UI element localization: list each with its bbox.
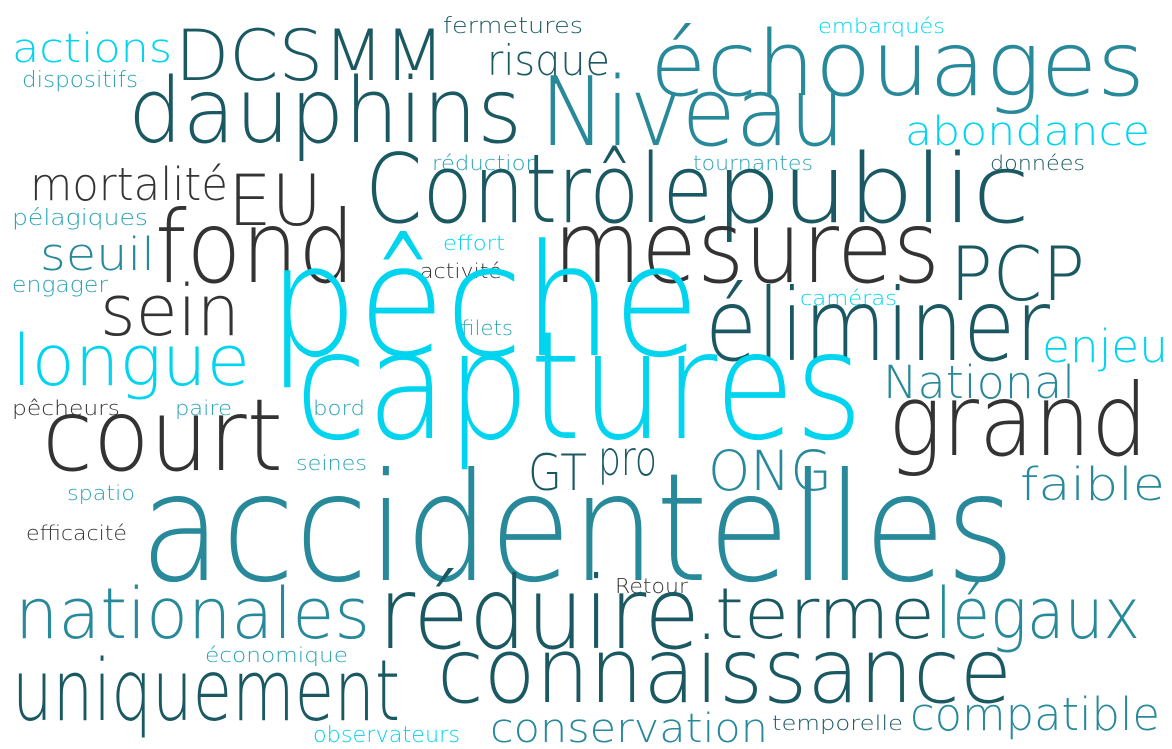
word: spatio [67, 481, 135, 505]
word: connaissance [437, 619, 1012, 724]
word: éliminer [705, 267, 1051, 384]
word: réduction [432, 151, 540, 175]
word: effort [443, 231, 505, 255]
word: réduire [378, 555, 700, 672]
word: Niveau [540, 58, 845, 168]
word: grand [888, 362, 1148, 479]
word: ONG [708, 439, 832, 503]
word: pêcheurs [12, 396, 120, 420]
word: enjeu [1042, 320, 1168, 373]
word: sein [100, 270, 240, 352]
word: abondance [905, 109, 1150, 155]
word: National [883, 356, 1075, 409]
word: paire [175, 396, 232, 420]
word: public [715, 135, 1030, 245]
word: Retour [615, 574, 689, 598]
word: tournantes [693, 151, 813, 175]
word: longue [12, 320, 250, 402]
word: conservation [490, 706, 768, 749]
word: dispositifs [22, 68, 138, 93]
word: pélagiques [12, 206, 148, 231]
word: pro [598, 431, 657, 487]
word: captures [295, 300, 863, 474]
word: fermetures [443, 14, 583, 39]
word: activité [420, 259, 502, 283]
word: PCP [950, 230, 1085, 318]
word: EU [228, 160, 322, 242]
word: économique [205, 643, 348, 667]
word: DCSMM [175, 15, 445, 97]
word: court [42, 377, 283, 494]
word: engager [12, 273, 109, 298]
word: Contrôle [365, 135, 713, 245]
word: observateurs [313, 723, 460, 748]
word: uniquement [12, 642, 400, 741]
word: compatible [910, 688, 1160, 741]
word: mortalité [30, 158, 228, 211]
word: nationales [15, 573, 370, 655]
word: bord [313, 396, 365, 420]
word: embarqués [818, 14, 945, 38]
word: pêche [268, 211, 700, 392]
word: seines [296, 451, 367, 475]
word: filets [461, 316, 513, 340]
word: dauphins [128, 59, 522, 164]
word: mesures [553, 189, 940, 306]
word: risque [487, 36, 610, 85]
word: seuil [40, 228, 155, 281]
word: caméras [800, 286, 897, 310]
word: terme [715, 573, 935, 655]
word: fond [155, 189, 355, 306]
word: temporelle [772, 711, 903, 735]
word: données [990, 151, 1085, 175]
word: accidentelles [140, 442, 1015, 616]
word: efficacité [26, 521, 127, 545]
word: faible [1020, 458, 1165, 511]
word: actions [12, 26, 172, 72]
word: GT [528, 444, 587, 502]
word: échouages [650, 12, 1145, 117]
word: légaux [935, 573, 1140, 655]
